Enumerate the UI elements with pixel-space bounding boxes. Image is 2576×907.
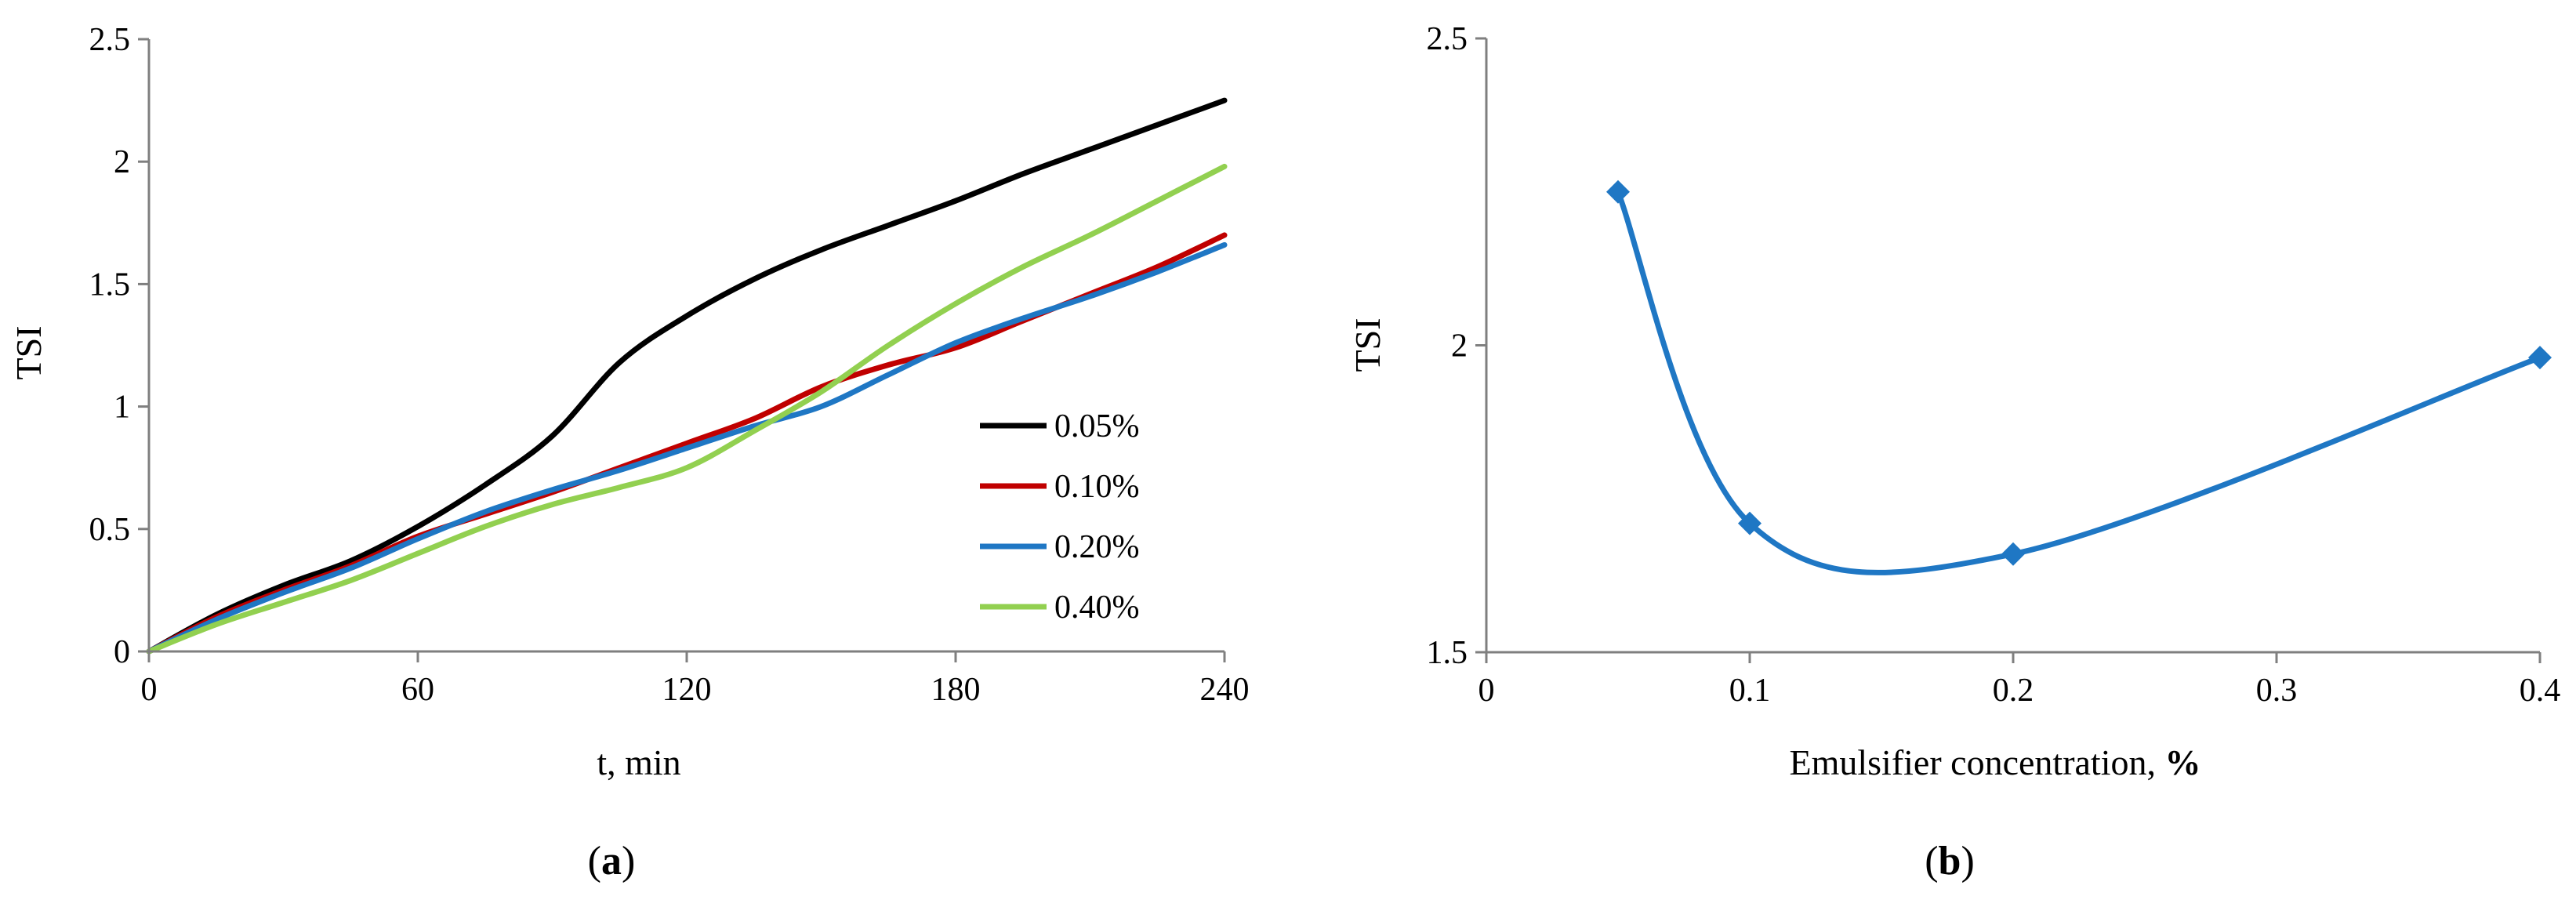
chart-a-x-tick-label: 120 <box>662 672 712 708</box>
chart-b-y-axis-label: TSI <box>1348 318 1388 372</box>
chart-b-data-point <box>1738 511 1761 535</box>
chart-a-x-tick-label: 0 <box>141 672 158 708</box>
chart-b-data-point <box>1606 180 1630 204</box>
chart-b-x-ticks: 0 0.1 0.2 0.3 0.4 <box>1478 652 2561 709</box>
legend-label-1: 0.10% <box>1054 469 1140 505</box>
chart-b-markers <box>1606 180 2552 566</box>
chart-b-series-lines <box>1615 189 2543 575</box>
chart-a-y-axis-label: TSI <box>9 326 49 380</box>
chart-a-x-axis-label: t, min <box>597 742 680 782</box>
chart-a-series-line-2 <box>146 241 1228 655</box>
chart-b-x-tick-label: 0 <box>1478 673 1495 709</box>
chart-b-data-point <box>2528 346 2552 370</box>
chart-a-y-tick-label: 0.5 <box>89 512 131 548</box>
chart-a-y-tick-label: 2 <box>114 144 130 180</box>
chart-b-x-tick-label: 0.3 <box>2256 673 2298 709</box>
legend-label-0: 0.05% <box>1054 408 1140 444</box>
chart-b-x-tick-label: 0.4 <box>2520 673 2561 709</box>
chart-a-series-line-0 <box>146 97 1228 655</box>
chart-a-x-tick-label: 240 <box>1200 672 1250 708</box>
chart-a-y-tick-label: 2.5 <box>89 22 131 58</box>
chart-b-x-axis-label-unit: % <box>2165 742 2201 782</box>
chart-b-x-tick-label: 0.1 <box>1729 673 1771 709</box>
chart-a-x-tick-label: 180 <box>931 672 981 708</box>
chart-b-y-tick-label: 2 <box>1451 328 1468 365</box>
chart-a-caption-letter: a <box>601 839 622 883</box>
chart-b-data-point <box>2001 542 2025 566</box>
chart-b-caption: (b) <box>1925 839 1975 883</box>
chart-a-series-lines <box>146 97 1228 655</box>
chart-a-caption: (a) <box>588 839 636 883</box>
chart-a-x-ticks: 0 60 120 180 240 <box>141 651 1250 708</box>
chart-a-y-ticks: 0 0.5 1 1.5 2 2.5 <box>89 22 149 670</box>
chart-a-time-series: 0 0.5 1 1.5 2 2.5 0 60 120 180 240 t, min TSI 0.0… <box>9 22 1250 883</box>
chart-b-y-tick-label: 1.5 <box>1427 635 1468 671</box>
chart-b-caption-letter: b <box>1939 839 1961 883</box>
legend-label-2: 0.20% <box>1054 529 1140 565</box>
chart-b-x-axis-label-text: Emulsifier concentration, <box>1789 742 2164 782</box>
chart-a-x-tick-label: 60 <box>401 672 434 708</box>
chart-b-y-ticks: 1.5 2 2.5 <box>1427 21 1486 671</box>
chart-b-concentration: 1.5 2 2.5 0 0.1 0.2 0.3 0.4 Emulsifier concent… <box>1348 21 2560 883</box>
chart-a-y-tick-label: 1.5 <box>89 267 131 303</box>
chart-b-y-tick-label: 2.5 <box>1427 21 1468 57</box>
chart-a-legend: 0.05% 0.10% 0.20% 0.40% <box>980 408 1140 626</box>
chart-b-series-line-0 <box>1615 189 2543 575</box>
chart-b-x-axis-label: Emulsifier concentration, % <box>1789 742 2200 782</box>
chart-a-series-line-3 <box>146 163 1228 655</box>
chart-b-x-tick-label: 0.2 <box>1993 673 2034 709</box>
chart-a-y-tick-label: 1 <box>114 390 130 426</box>
legend-label-3: 0.40% <box>1054 590 1140 626</box>
chart-a-y-tick-label: 0 <box>114 634 130 670</box>
